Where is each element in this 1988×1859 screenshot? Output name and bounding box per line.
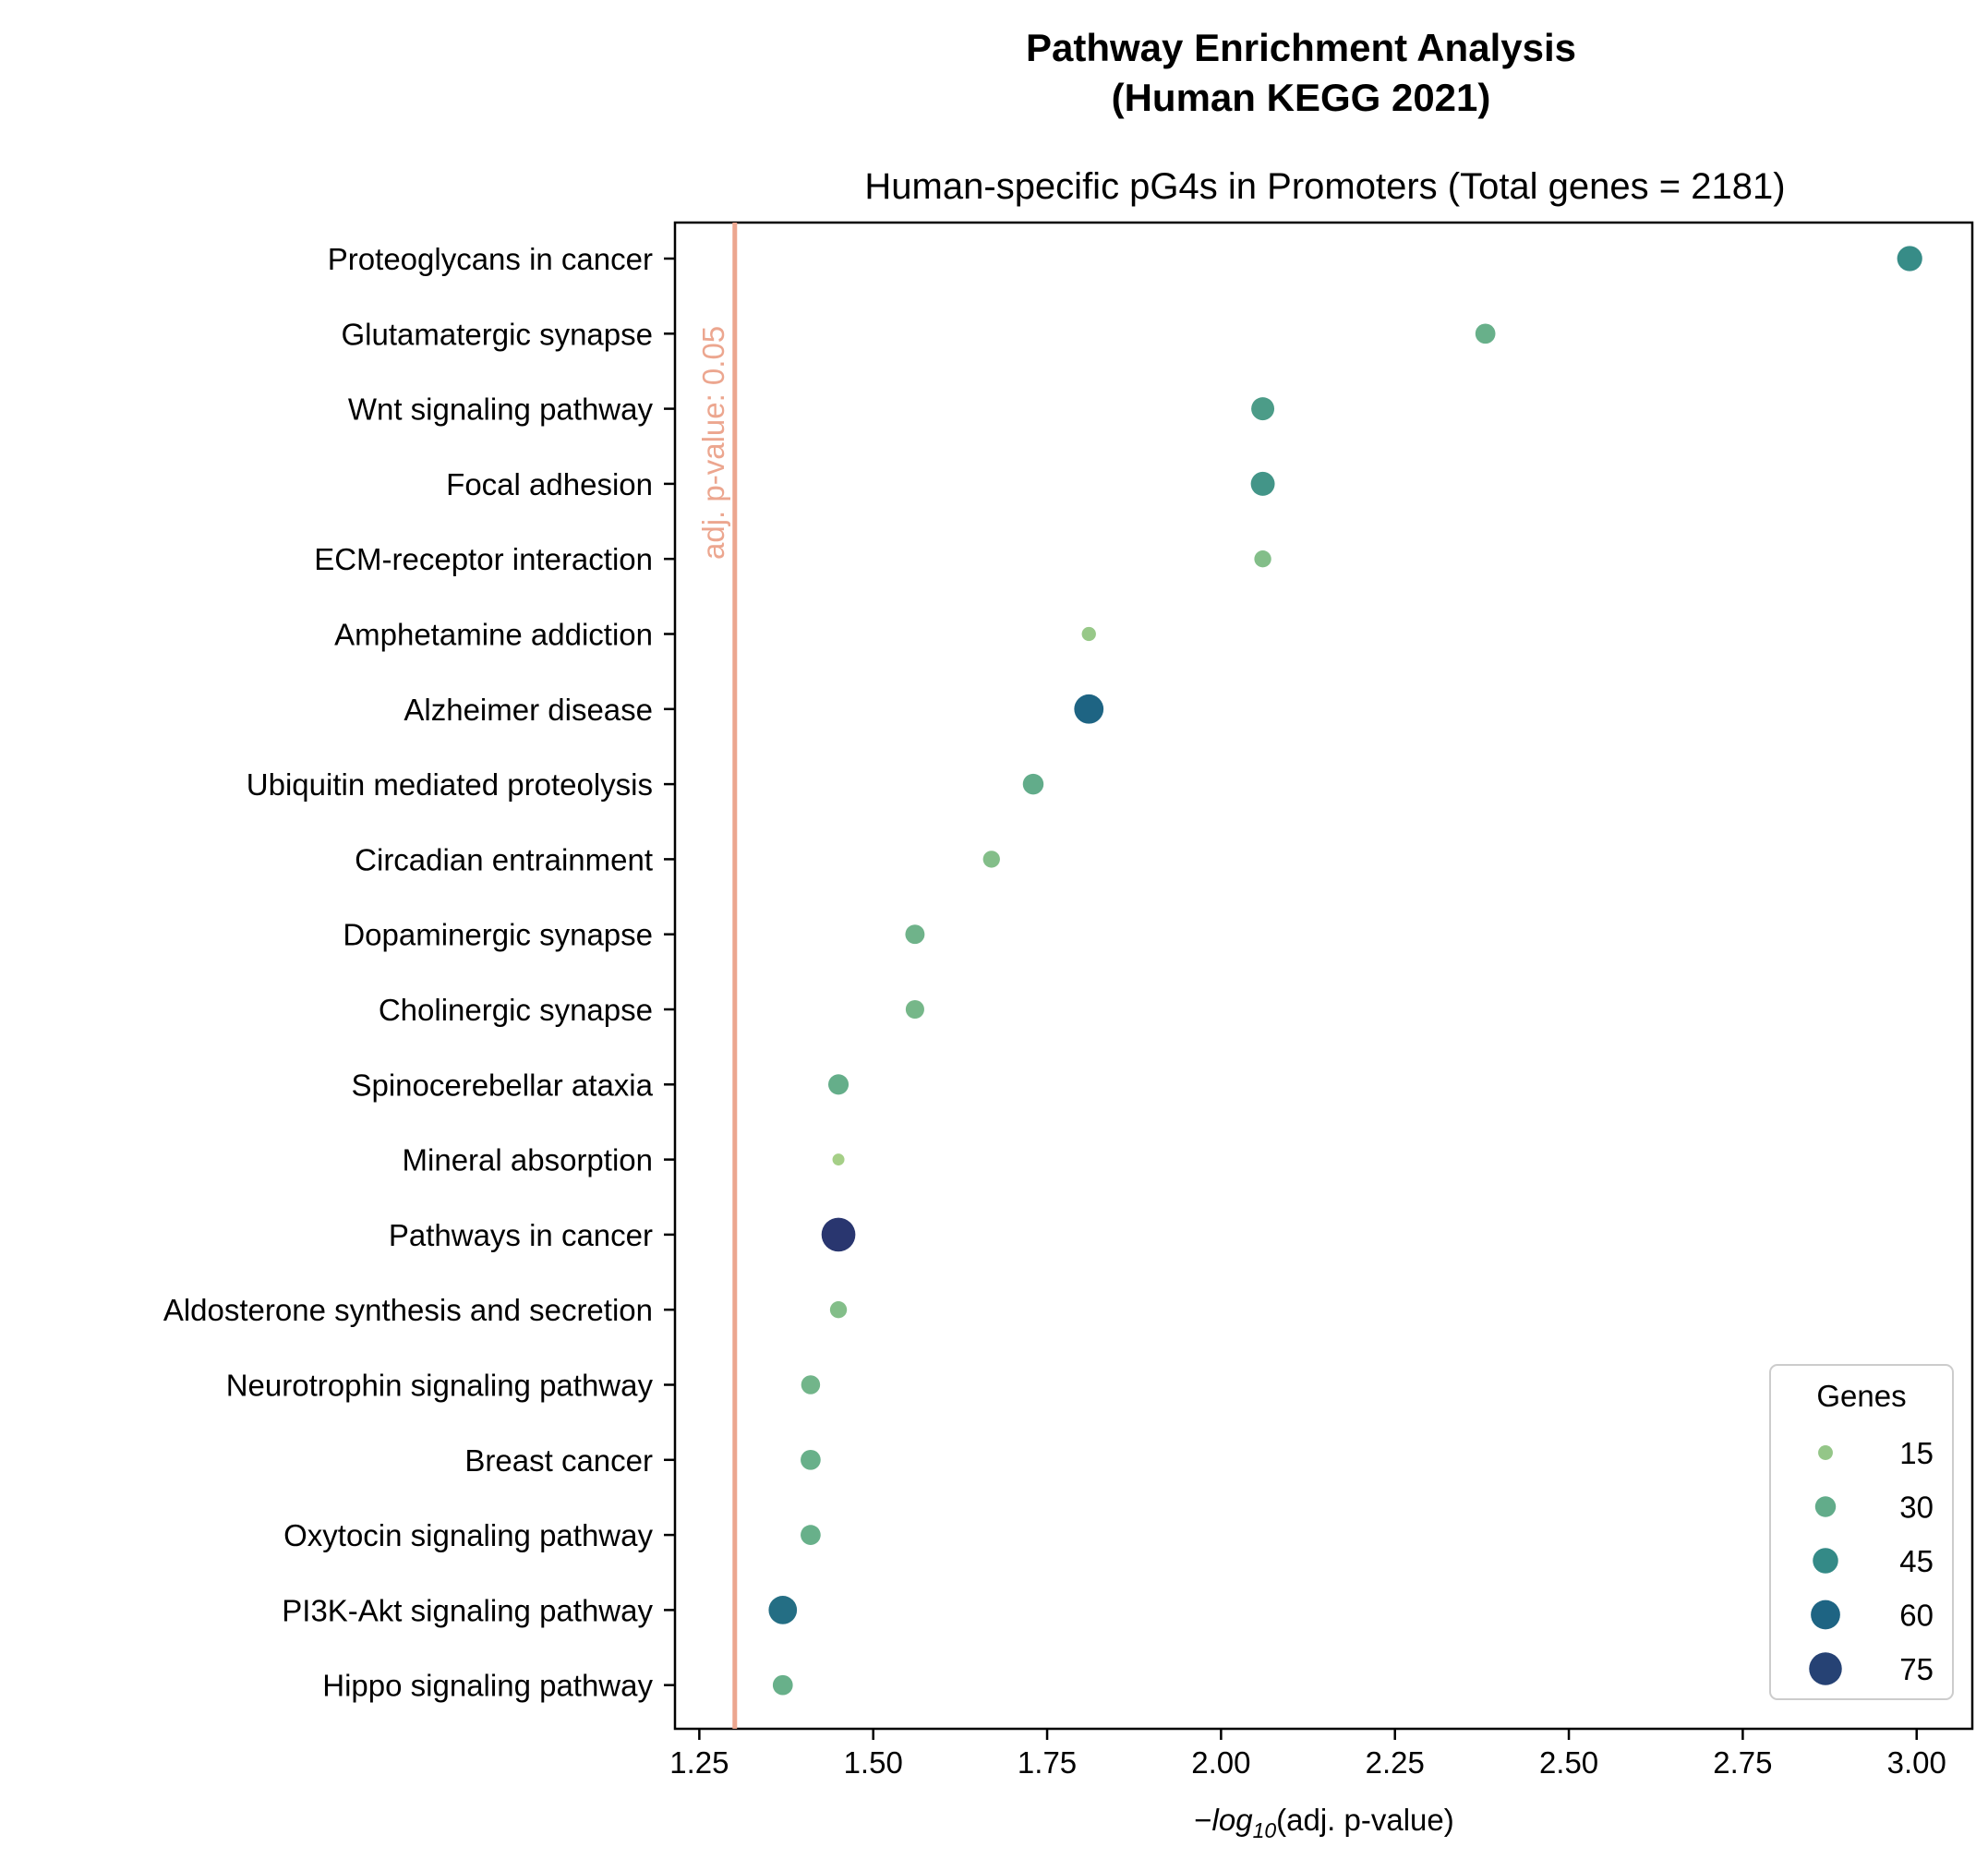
- y-tick-label: Aldosterone synthesis and secretion: [163, 1293, 653, 1327]
- x-tick-label: 2.50: [1539, 1745, 1598, 1780]
- y-tick-label: Ubiquitin mediated proteolysis: [247, 767, 653, 802]
- data-point: [801, 1525, 821, 1545]
- legend: Genes 15 30 45 60 75: [1769, 1364, 1954, 1700]
- y-tick-label: Mineral absorption: [403, 1143, 653, 1177]
- y-axis: Proteoglycans in cancer Glutamatergic syn…: [163, 242, 675, 1703]
- legend-marker: [1814, 1496, 1837, 1517]
- legend-box: [1769, 1364, 1954, 1700]
- x-tick-label: 2.25: [1366, 1745, 1425, 1780]
- legend-marker: [1809, 1652, 1842, 1685]
- legend-label: 60: [1899, 1599, 1934, 1633]
- data-point: [1074, 694, 1104, 724]
- x-axis-label-log: log: [1212, 1803, 1254, 1837]
- y-tick-label: Breast cancer: [464, 1443, 653, 1478]
- data-point: [1022, 773, 1044, 795]
- data-points: [768, 246, 1922, 1696]
- legend-marker: [1813, 1548, 1838, 1574]
- legend-label: 15: [1899, 1436, 1934, 1470]
- y-tick-label: Neurotrophin signaling pathway: [226, 1369, 654, 1403]
- chart-suptitle-line1: Pathway Enrichment Analysis: [1026, 26, 1576, 69]
- data-point: [1475, 323, 1496, 344]
- y-tick-label: Cholinergic synapse: [379, 993, 653, 1027]
- chart-title: Human-specific pG4s in Promoters (Total …: [864, 166, 1785, 207]
- legend-label: 30: [1899, 1491, 1934, 1525]
- y-tick-label: Glutamatergic synapse: [342, 317, 654, 351]
- y-tick-label: Spinocerebellar ataxia: [351, 1068, 653, 1102]
- x-tick-label: 1.50: [844, 1745, 903, 1780]
- legend-label: 75: [1899, 1652, 1934, 1686]
- data-point: [801, 1375, 821, 1394]
- data-point: [801, 1449, 821, 1470]
- y-tick-label: ECM-receptor interaction: [314, 542, 653, 576]
- chart-suptitle-line2: (Human KEGG 2021): [1112, 76, 1491, 119]
- legend-entries: 15 30 45 60 75: [1809, 1436, 1934, 1686]
- x-tick-label: 1.75: [1018, 1745, 1077, 1780]
- legend-label: 45: [1899, 1544, 1934, 1578]
- x-tick-label: 1.25: [669, 1745, 729, 1780]
- threshold-label: adj. p-value: 0.05: [696, 326, 730, 560]
- y-tick-label: Hippo signaling pathway: [322, 1669, 653, 1703]
- x-axis-label-suffix: (adj. p-value): [1276, 1803, 1454, 1837]
- data-point: [905, 999, 924, 1020]
- legend-marker: [1811, 1599, 1840, 1630]
- x-axis-label: −log10(adj. p-value): [1194, 1803, 1454, 1842]
- data-point: [768, 1596, 798, 1624]
- data-point: [1251, 397, 1275, 421]
- data-point: [905, 924, 925, 945]
- y-tick-label: Wnt signaling pathway: [348, 392, 654, 427]
- x-tick-label: 3.00: [1887, 1745, 1946, 1780]
- data-point: [772, 1674, 793, 1696]
- y-tick-label: Pathways in cancer: [389, 1218, 653, 1252]
- data-point: [829, 1301, 848, 1319]
- x-axis: 1.25 1.50 1.75 2.00 2.25 2.50 2.75 3.00: [669, 1729, 1946, 1780]
- y-tick-label: Focal adhesion: [446, 467, 653, 501]
- data-point: [1081, 626, 1096, 642]
- x-tick-label: 2.75: [1713, 1745, 1772, 1780]
- plot-frame: [673, 221, 1974, 1731]
- data-point: [1250, 471, 1275, 496]
- x-tick-label: 2.00: [1191, 1745, 1250, 1780]
- y-tick-label: Dopaminergic synapse: [343, 918, 653, 952]
- x-axis-label-sub: 10: [1253, 1818, 1277, 1842]
- y-tick-label: Circadian entrainment: [355, 842, 653, 876]
- data-point: [982, 851, 1000, 868]
- y-tick-label: Proteoglycans in cancer: [328, 242, 653, 276]
- data-point: [827, 1074, 849, 1095]
- y-tick-label: Amphetamine addiction: [334, 618, 653, 652]
- x-axis-label-minus: −: [1194, 1803, 1211, 1837]
- y-tick-label: Oxytocin signaling pathway: [283, 1518, 653, 1552]
- data-point: [1254, 550, 1271, 568]
- y-tick-label: PI3K-Akt signaling pathway: [282, 1593, 653, 1627]
- data-point: [821, 1217, 856, 1252]
- legend-title: Genes: [1816, 1379, 1906, 1413]
- y-tick-label: Alzheimer disease: [404, 693, 653, 727]
- data-point: [1897, 246, 1922, 272]
- legend-marker: [1818, 1445, 1833, 1460]
- data-point: [832, 1153, 845, 1166]
